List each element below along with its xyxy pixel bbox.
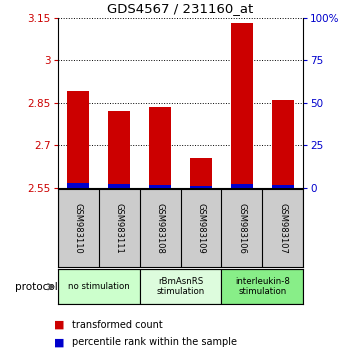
Text: protocol: protocol <box>15 282 58 292</box>
Bar <box>108 184 130 188</box>
Bar <box>271 185 294 188</box>
Text: no stimulation: no stimulation <box>68 282 130 291</box>
Bar <box>221 269 303 304</box>
Text: GSM983109: GSM983109 <box>196 203 205 254</box>
Bar <box>149 107 171 188</box>
Text: ■: ■ <box>54 320 65 330</box>
Bar <box>190 186 212 188</box>
Bar <box>231 184 253 188</box>
Text: interleukin-8
stimulation: interleukin-8 stimulation <box>235 277 290 296</box>
Bar <box>140 269 221 304</box>
Text: GSM983107: GSM983107 <box>278 203 287 254</box>
Bar <box>108 111 130 188</box>
Bar <box>67 91 90 188</box>
Bar <box>190 158 212 188</box>
Bar <box>58 269 140 304</box>
Bar <box>271 100 294 188</box>
Text: transformed count: transformed count <box>72 320 163 330</box>
Text: GSM983111: GSM983111 <box>115 203 123 254</box>
Bar <box>149 185 171 188</box>
Text: percentile rank within the sample: percentile rank within the sample <box>72 337 237 347</box>
Text: GSM983110: GSM983110 <box>74 203 83 254</box>
Text: GSM983106: GSM983106 <box>238 203 246 254</box>
Title: GDS4567 / 231160_at: GDS4567 / 231160_at <box>107 2 254 15</box>
Text: rBmAsnRS
stimulation: rBmAsnRS stimulation <box>156 277 205 296</box>
Bar <box>231 23 253 188</box>
Text: GSM983108: GSM983108 <box>156 203 165 254</box>
Bar <box>67 183 90 188</box>
Text: ■: ■ <box>54 337 65 347</box>
